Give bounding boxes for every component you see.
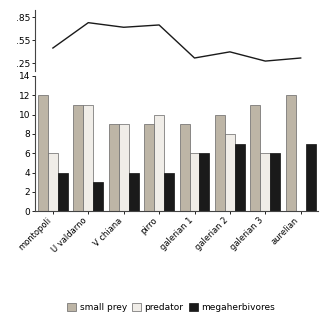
Bar xyxy=(199,153,209,211)
Bar xyxy=(189,153,199,211)
Bar xyxy=(215,115,225,211)
Bar xyxy=(235,144,245,211)
Bar xyxy=(129,172,139,211)
Bar xyxy=(260,153,270,211)
Bar xyxy=(225,134,235,211)
Bar xyxy=(48,153,58,211)
Bar xyxy=(251,105,260,211)
Bar xyxy=(306,144,316,211)
Bar xyxy=(58,172,68,211)
Bar xyxy=(180,124,189,211)
Bar xyxy=(286,95,296,211)
Legend: small prey, predator, megaherbivores: small prey, predator, megaherbivores xyxy=(68,303,275,312)
Bar xyxy=(73,105,83,211)
Bar xyxy=(144,124,154,211)
Bar xyxy=(270,153,280,211)
Bar xyxy=(38,95,48,211)
Bar xyxy=(164,172,174,211)
Bar xyxy=(154,115,164,211)
Bar xyxy=(109,124,119,211)
Bar xyxy=(83,105,93,211)
Bar xyxy=(119,124,129,211)
Bar xyxy=(93,182,103,211)
